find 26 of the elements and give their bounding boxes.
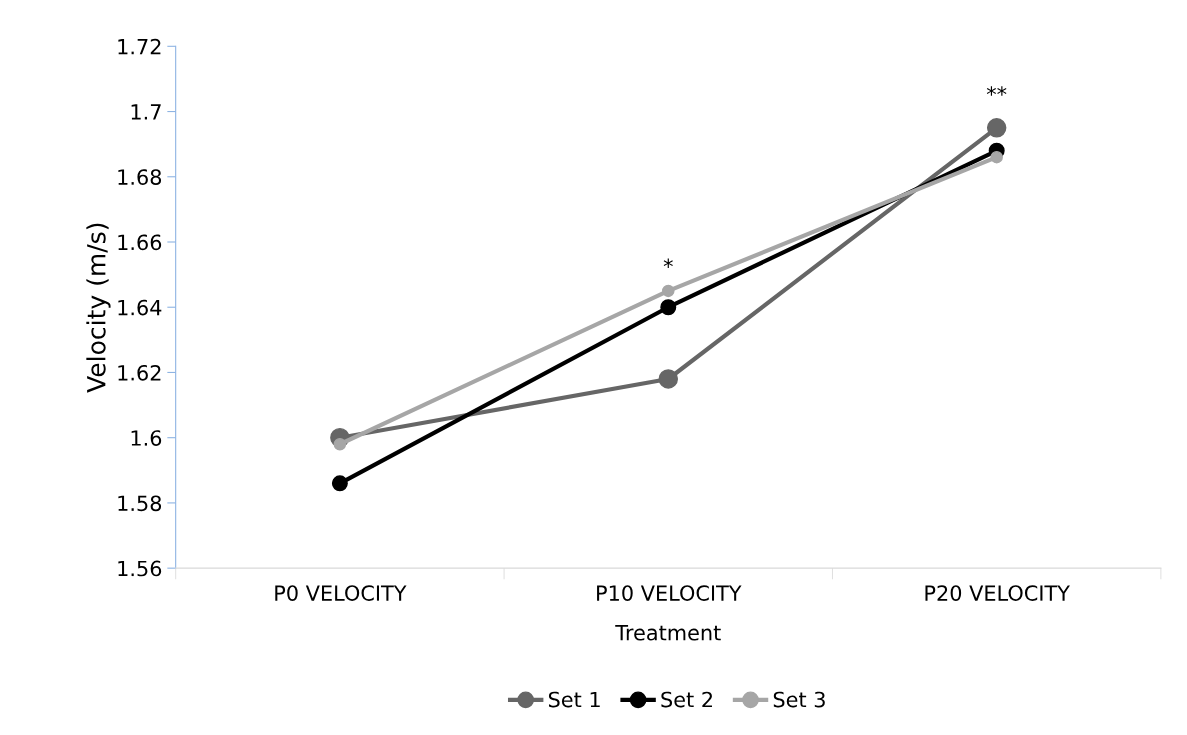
legend-label: Set 3 bbox=[773, 691, 825, 708]
y-tick-label: 1.68 bbox=[118, 169, 162, 185]
y-tick-label: 1.56 bbox=[118, 560, 162, 577]
x-tick-label: P0 VELOCITY bbox=[275, 585, 407, 601]
annotation: * bbox=[663, 258, 673, 268]
y-tick-label: 1.62 bbox=[118, 364, 161, 381]
y-tick-label: 1.7 bbox=[131, 104, 161, 120]
point bbox=[658, 369, 679, 389]
x-tick-label: P20 VELOCITY bbox=[925, 585, 1070, 601]
y-tick-label: 1.58 bbox=[118, 495, 162, 512]
legend-label: Set 2 bbox=[661, 691, 712, 708]
y-tick-label: 1.6 bbox=[131, 430, 162, 446]
point bbox=[986, 118, 1007, 138]
x-tick-label: P10 VELOCITY bbox=[597, 585, 742, 601]
point bbox=[333, 437, 347, 451]
point bbox=[662, 284, 675, 298]
legend-label: Set 1 bbox=[548, 691, 600, 708]
annotation: ** bbox=[986, 86, 1007, 96]
point bbox=[331, 475, 348, 492]
x-axis-title: Treatment bbox=[615, 625, 721, 641]
y-axis-title: Velocity (m/s) bbox=[86, 223, 111, 393]
point bbox=[990, 150, 1003, 164]
y-tick-label: 1.72 bbox=[118, 38, 161, 55]
point bbox=[660, 299, 677, 316]
y-tick-label: 1.64 bbox=[118, 299, 162, 316]
y-tick-label: 1.66 bbox=[118, 234, 162, 251]
